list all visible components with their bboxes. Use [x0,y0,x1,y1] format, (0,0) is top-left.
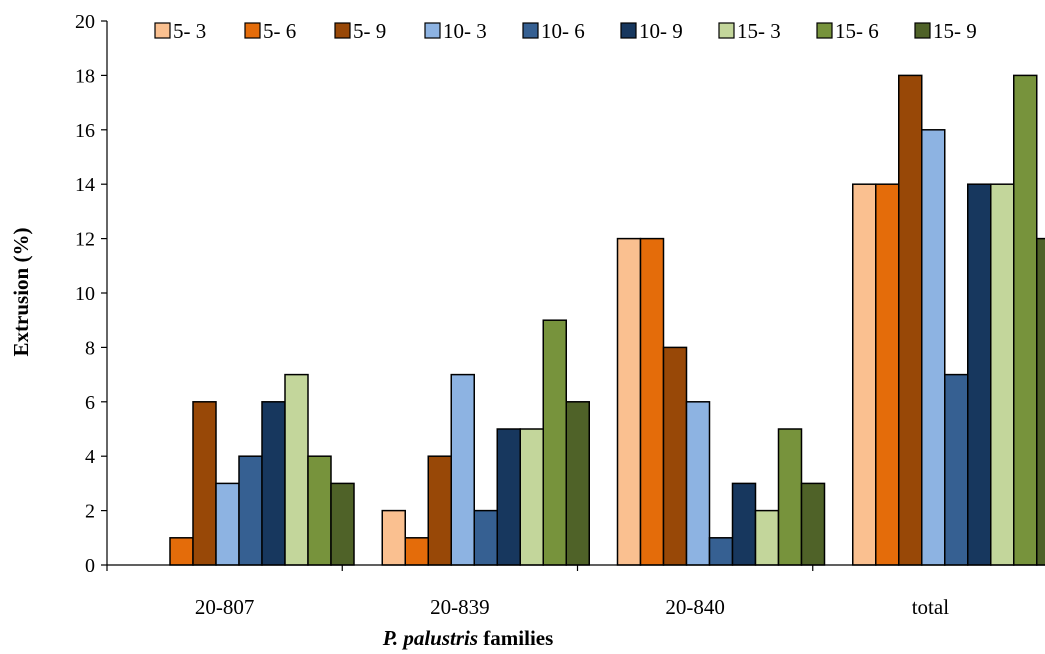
bar-20-840-5-3 [616,237,642,566]
y-tick-label: 18 [75,65,95,87]
legend-swatch [522,22,539,39]
y-tick-label: 14 [75,174,95,196]
bar-20-807-15-9 [330,482,355,566]
legend-label: 10- 6 [541,19,585,43]
bar-total-15-6 [1013,74,1038,566]
bar-20-839-10-6 [473,509,498,566]
x-axis-title-italic: P. palustris [382,626,478,650]
legend-label: 10- 9 [639,19,683,43]
legend-label: 10- 3 [443,19,487,43]
bar-20-839-15-9 [565,401,590,566]
legend-item: 15- 6 [816,19,879,43]
bar-total-5-3 [852,183,877,566]
bar-total-10-9 [967,183,992,566]
legend-item: 10- 9 [620,19,683,43]
bar-20-840-5-9 [662,346,688,566]
y-axis-title: Extrusion (%) [9,228,33,357]
bar-20-839-15-3 [519,428,544,566]
bar-20-807-15-3 [284,373,309,566]
legend-label: 15- 6 [835,19,879,43]
bar-20-840-10-3 [685,401,711,566]
legend-item: 15- 3 [718,19,781,43]
bar-20-839-5-3 [381,509,406,566]
legend-label: 15- 3 [737,19,781,43]
legend-item: 10- 3 [424,19,487,43]
legend-swatch [424,22,441,39]
legend-swatch [154,22,171,39]
legend-swatch [244,22,261,39]
bar-total-15-9 [1036,237,1045,566]
x-tick-label: total [912,595,949,619]
axes: 0 2 4 6 8 10 12 14 16 18 20 20-807 20-839 20-840 total [75,11,1045,619]
legend-swatch [334,22,351,39]
bar-20-807-10-6 [238,455,263,566]
y-tick-label: 8 [85,337,95,359]
bar-20-840-15-9 [800,482,826,566]
plot-area [169,74,1045,566]
legend-label: 5- 3 [173,19,206,43]
bar-total-10-3 [921,129,946,566]
bar-total-10-6 [944,373,969,566]
legend: 5- 3 5- 6 5- 9 10- 3 10- 6 10- 9 15- 3 15- 6 15-… [154,19,977,43]
x-tick-label: 20-839 [430,595,490,619]
bar-20-840-10-9 [731,482,757,566]
bar-total-15-3 [990,183,1015,566]
bar-total-5-6 [875,183,900,566]
legend-item: 15- 9 [914,19,977,43]
bar-20-839-5-6 [404,537,429,566]
bar-20-840-15-6 [777,428,803,566]
bar-20-840-15-3 [754,509,780,566]
y-tick-label: 4 [85,446,95,468]
legend-label: 5- 9 [353,19,386,43]
bar-20-807-10-9 [261,401,286,566]
bar-20-839-15-6 [542,319,567,566]
y-tick-label: 16 [75,120,95,142]
legend-swatch [816,22,833,39]
bar-20-839-5-9 [427,455,452,566]
legend-swatch [620,22,637,39]
y-tick-label: 6 [85,392,95,414]
bar-20-840-5-6 [639,237,665,566]
bar-20-807-10-3 [215,482,240,566]
y-tick-label: 12 [75,229,95,251]
legend-label: 5- 6 [263,19,296,43]
legend-item: 5- 3 [154,19,206,43]
legend-swatch [718,22,735,39]
bar-20-839-10-9 [496,428,521,566]
y-tick-label: 2 [85,501,95,523]
legend-item: 5- 9 [334,19,386,43]
y-tick-label: 20 [75,11,95,33]
legend-item: 10- 6 [522,19,585,43]
legend-swatch [914,22,931,39]
bar-total-5-9 [898,74,923,566]
x-tick-label: 20-840 [665,595,725,619]
x-axis-title: P. palustris families [382,626,554,650]
bar-20-807-15-6 [307,455,332,566]
legend-label: 15- 9 [933,19,977,43]
bar-20-807-5-6 [169,537,194,566]
bar-20-807-5-9 [192,401,217,566]
x-axis-title-rest: families [478,626,553,650]
legend-item: 5- 6 [244,19,296,43]
y-tick-label: 0 [85,555,95,577]
y-tick-label: 10 [75,283,95,305]
x-tick-label: 20-807 [195,595,255,619]
bar-20-840-10-6 [708,537,734,566]
bar-20-839-10-3 [450,373,475,566]
